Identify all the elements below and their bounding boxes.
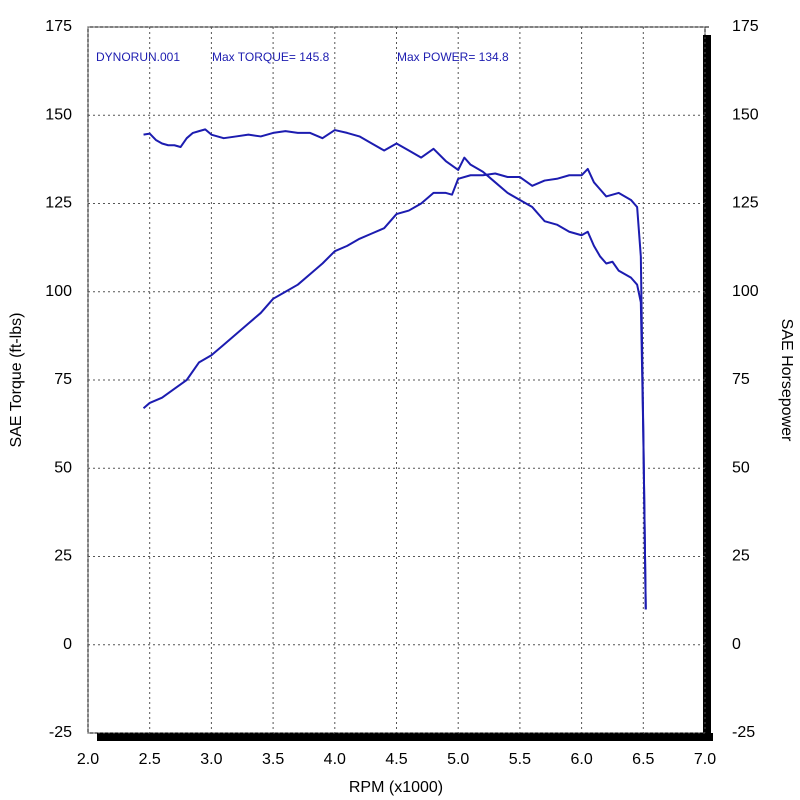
y-tick-label: 25 [54, 548, 72, 565]
y2-tick-label: 0 [732, 636, 741, 653]
annotation: Max TORQUE= 145.8 [212, 50, 330, 64]
annotation: Max POWER= 134.8 [397, 50, 509, 64]
x-tick-label: 5.5 [509, 751, 531, 768]
annotation: DYNORUN.001 [96, 50, 180, 64]
y2-tick-label: 125 [732, 195, 759, 212]
y-tick-label: 100 [45, 283, 72, 300]
y2-tick-label: 175 [732, 18, 759, 35]
x-tick-label: 6.0 [570, 751, 592, 768]
y-tick-label: 175 [45, 18, 72, 35]
x-tick-label: 3.0 [200, 751, 222, 768]
x-tick-label: 5.0 [447, 751, 469, 768]
y-tick-label: 0 [63, 636, 72, 653]
x-axis-label: RPM (x1000) [349, 779, 443, 796]
y2-tick-label: 150 [732, 106, 759, 123]
y2-tick-label: 75 [732, 371, 750, 388]
y-tick-label: 50 [54, 459, 72, 476]
x-tick-label: 2.5 [139, 751, 161, 768]
data-line [143, 128, 647, 610]
x-tick-label: 4.5 [385, 751, 407, 768]
y2-axis-label: SAE Horsepower [778, 319, 795, 442]
y-axis-label: SAE Torque (ft-lbs) [8, 313, 25, 448]
x-tick-label: 7.0 [694, 751, 716, 768]
x-tick-label: 2.0 [77, 751, 99, 768]
y2-tick-label: 25 [732, 548, 750, 565]
y-tick-label: 150 [45, 106, 72, 123]
data-line [142, 167, 647, 610]
y2-tick-label: 50 [732, 459, 750, 476]
shadow-bottom [97, 733, 713, 741]
y2-tick-label: 100 [732, 283, 759, 300]
y2-tick-label: -25 [732, 724, 755, 741]
y-tick-label: 75 [54, 371, 72, 388]
y-tick-label: 125 [45, 195, 72, 212]
x-tick-label: 4.0 [324, 751, 346, 768]
x-tick-label: 3.5 [262, 751, 284, 768]
x-tick-label: 6.5 [632, 751, 654, 768]
y-tick-label: -25 [49, 724, 72, 741]
shadow-right [703, 35, 711, 741]
